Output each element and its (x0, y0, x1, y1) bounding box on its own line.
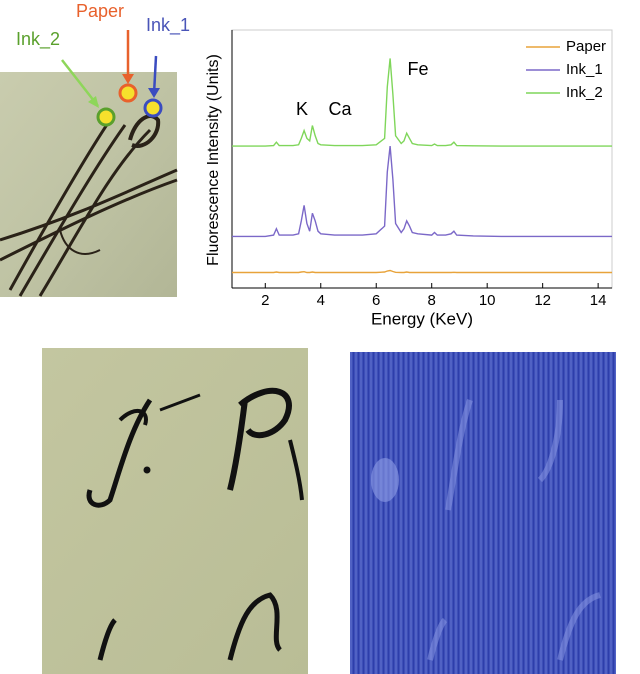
spectrum-line (232, 269, 612, 274)
sample-label: Ink_1 (146, 15, 190, 36)
sample-markers (61, 30, 163, 127)
x-tick-label: 6 (372, 292, 380, 309)
sample-label: Ink_2 (16, 29, 60, 50)
sample-label: Paper (76, 1, 124, 21)
peak-annotation: K (296, 99, 308, 119)
spectrum-line (232, 146, 612, 238)
manuscript-closeup (42, 348, 308, 674)
x-axis-label: Energy (KeV) (371, 309, 473, 328)
legend-label: Paper (566, 38, 606, 55)
spectrum-line (232, 58, 612, 147)
x-tick-label: 8 (428, 292, 436, 309)
x-tick-label: 14 (590, 292, 607, 309)
legend-label: Ink_1 (566, 61, 603, 78)
x-tick-label: 10 (479, 292, 496, 309)
y-axis-label: Fluorescence Intensity (Units) (205, 54, 222, 266)
peak-annotation: Ca (328, 99, 352, 119)
x-tick-label: 4 (317, 292, 325, 309)
x-tick-label: 12 (534, 292, 551, 309)
xrf-map (350, 352, 616, 674)
legend-label: Ink_2 (566, 84, 603, 101)
x-tick-label: 2 (261, 292, 269, 309)
peak-annotation: Fe (407, 59, 428, 79)
